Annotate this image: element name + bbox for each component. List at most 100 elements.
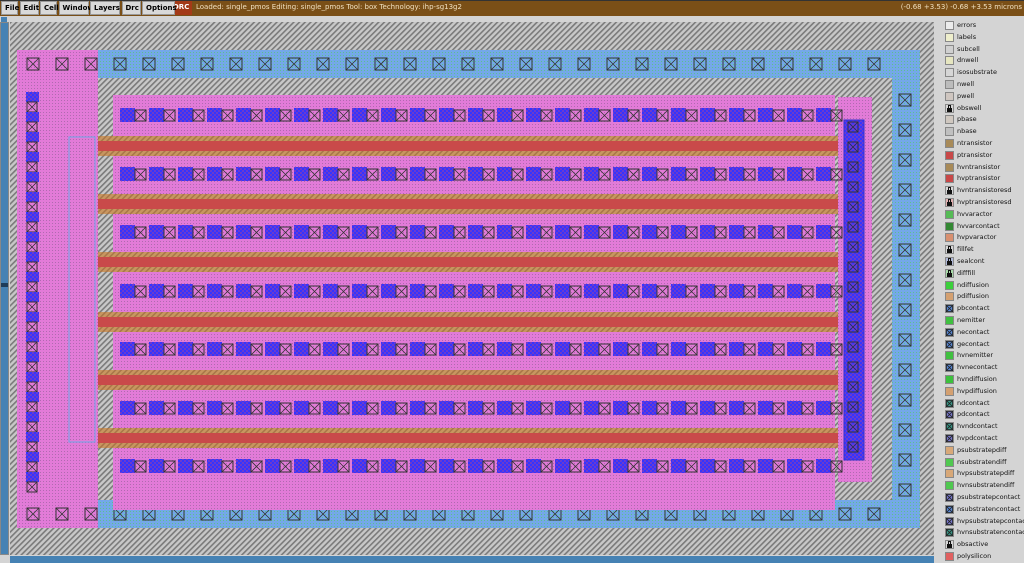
layer-ndcontact[interactable]: ndcontact: [940, 398, 1024, 410]
layer-name: psubstratepdiff: [957, 445, 1007, 454]
layer-hvpvaractor[interactable]: hvpvaractor: [940, 232, 1024, 244]
layer-hvvaractor[interactable]: hvvaractor: [940, 209, 1024, 221]
layer-difffill[interactable]: difffill: [940, 268, 1024, 280]
layer-psubstratepcontact[interactable]: psubstratepcontact: [940, 492, 1024, 504]
menu-edit[interactable]: Edit: [19, 1, 39, 15]
layer-pdcontact[interactable]: pdcontact: [940, 409, 1024, 421]
layout-canvas[interactable]: [10, 22, 934, 555]
layer-polysilicon[interactable]: polysilicon: [940, 551, 1024, 563]
contact-x: [55, 507, 69, 521]
contact-x: [898, 213, 912, 227]
contact-cut: [250, 285, 263, 298]
menu-options[interactable]: Options: [142, 1, 177, 15]
layer-nbase[interactable]: nbase: [940, 126, 1024, 138]
layer-hvptransistor[interactable]: hvptransistor: [940, 173, 1024, 185]
layer-ndiffusion[interactable]: ndiffusion: [940, 280, 1024, 292]
layer-nsubstratendiff[interactable]: nsubstratendiff: [940, 457, 1024, 469]
layer-pbcontact[interactable]: pbcontact: [940, 303, 1024, 315]
menu-cell[interactable]: Cell: [40, 1, 59, 15]
contact-cut: [898, 123, 912, 137]
horizontal-scrollbar[interactable]: [10, 556, 934, 563]
layer-labels[interactable]: labels: [940, 32, 1024, 44]
contact-x: [366, 168, 379, 181]
contact-x: [847, 301, 859, 313]
layer-hvntransistoresd[interactable]: hvntransistoresd: [940, 185, 1024, 197]
contact-cut: [772, 226, 785, 239]
menu-drc[interactable]: Drc: [121, 1, 141, 15]
contact-cut: [685, 285, 698, 298]
layer-hvnsubstratencontact[interactable]: hvnsubstratencontact: [940, 527, 1024, 539]
layer-errors[interactable]: errors: [940, 20, 1024, 32]
contact-x: [801, 285, 814, 298]
vertical-scrollbar[interactable]: [0, 22, 9, 555]
layer-nwell[interactable]: nwell: [940, 79, 1024, 91]
layer-hvptransistoresd[interactable]: hvptransistoresd: [940, 197, 1024, 209]
contact-metal: [613, 342, 628, 356]
contact-cut: [867, 57, 881, 71]
contact-metal: [642, 108, 657, 122]
layer-hvnecontact[interactable]: hvnecontact: [940, 362, 1024, 374]
layer-gecontact[interactable]: gecontact: [940, 339, 1024, 351]
layer-pbase[interactable]: pbase: [940, 114, 1024, 126]
contact-metal: [497, 225, 512, 239]
layer-psubstratepdiff[interactable]: psubstratepdiff: [940, 445, 1024, 457]
contact-x: [424, 285, 437, 298]
layer-sealcont[interactable]: sealcont: [940, 256, 1024, 268]
contact-x: [656, 285, 669, 298]
contact-x: [308, 343, 321, 356]
contact-cut: [163, 402, 176, 415]
menu-file[interactable]: File: [1, 1, 19, 15]
layer-isosubstrate[interactable]: isosubstrate: [940, 67, 1024, 79]
layer-hvnsubstratendiff[interactable]: hvnsubstratendiff: [940, 480, 1024, 492]
menu-layers[interactable]: Layers: [90, 1, 120, 15]
layer-hvpdcontact[interactable]: hvpdcontact: [940, 433, 1024, 445]
layer-hvvarcontact[interactable]: hvvarcontact: [940, 221, 1024, 233]
scroll-thumb[interactable]: [1, 283, 8, 287]
layer-hvndcontact[interactable]: hvndcontact: [940, 421, 1024, 433]
contact-cut: [482, 109, 495, 122]
contact-cut: [163, 109, 176, 122]
layer-hvnemitter[interactable]: hvnemitter: [940, 350, 1024, 362]
layer-subcell[interactable]: subcell: [940, 44, 1024, 56]
contact-cut: [830, 343, 843, 356]
contact-cut: [337, 285, 350, 298]
contact-x: [366, 402, 379, 415]
layer-obsactive[interactable]: obsactive: [940, 539, 1024, 551]
contact-metal: [613, 284, 628, 298]
layer-hvntransistor[interactable]: hvntransistor: [940, 162, 1024, 174]
layer-necontact[interactable]: necontact: [940, 327, 1024, 339]
layer-dnwell[interactable]: dnwell: [940, 55, 1024, 67]
layer-obswell[interactable]: obswell: [940, 103, 1024, 115]
corner-icon: [1, 17, 7, 23]
contact-x: [279, 402, 292, 415]
layer-hvpdiffusion[interactable]: hvpdiffusion: [940, 386, 1024, 398]
layer-hvpsubstratepdiff[interactable]: hvpsubstratepdiff: [940, 468, 1024, 480]
layer-nsubstratencontact[interactable]: nsubstratencontact: [940, 504, 1024, 516]
layer-nemitter[interactable]: nemitter: [940, 315, 1024, 327]
contact-x: [847, 321, 859, 333]
contact-x: [540, 285, 553, 298]
layer-pwell[interactable]: pwell: [940, 91, 1024, 103]
layer-hvpsubstratepcontact[interactable]: hvpsubstratepcontact: [940, 516, 1024, 528]
layer-ptransistor[interactable]: ptransistor: [940, 150, 1024, 162]
layer-pdiffusion[interactable]: pdiffusion: [940, 291, 1024, 303]
contact-x: [453, 168, 466, 181]
contact-metal: [265, 284, 280, 298]
contact-metal: [410, 284, 425, 298]
contact-x: [569, 343, 582, 356]
contact-cut: [461, 57, 475, 71]
contact-metal: [178, 167, 193, 181]
contact-x: [569, 402, 582, 415]
layer-ntransistor[interactable]: ntransistor: [940, 138, 1024, 150]
lock-icon: [945, 268, 954, 278]
layer-name: pdcontact: [957, 410, 990, 419]
contact-cut: [345, 57, 359, 71]
contact-x: [801, 109, 814, 122]
contact-cut: [830, 460, 843, 473]
menu-window[interactable]: Window: [58, 1, 94, 15]
polysilicon-stripe: [98, 199, 838, 209]
contact-x: [453, 226, 466, 239]
layer-fillfet[interactable]: fillfet: [940, 244, 1024, 256]
contact-cut: [867, 507, 881, 521]
layer-hvndiffusion[interactable]: hvndiffusion: [940, 374, 1024, 386]
